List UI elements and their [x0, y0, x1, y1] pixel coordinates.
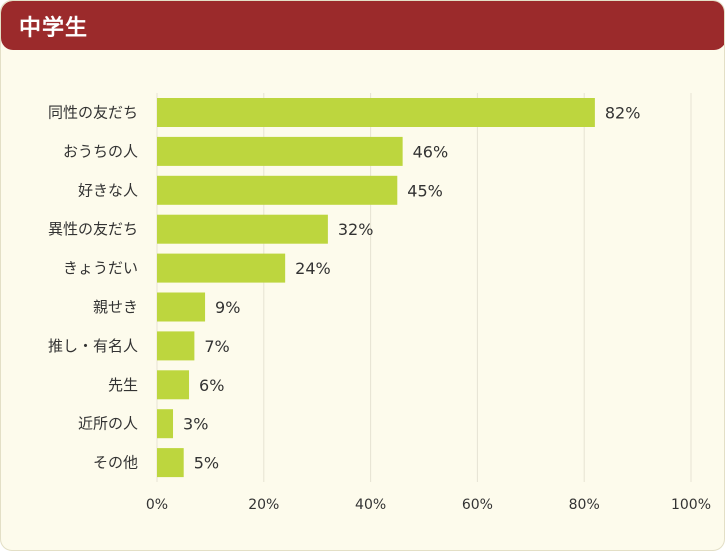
category-label: 先生	[108, 376, 138, 394]
bar	[157, 292, 206, 322]
category-label: おうちの人	[63, 142, 138, 160]
x-tick-label: 40%	[355, 497, 386, 513]
x-tick-label: 60%	[462, 497, 493, 513]
bar	[157, 370, 190, 400]
bar	[157, 331, 195, 361]
x-tick-label: 100%	[671, 497, 711, 513]
x-tick-label: 0%	[146, 497, 168, 513]
value-label: 9%	[215, 298, 240, 317]
category-label: きょうだい	[63, 259, 138, 277]
bar	[157, 136, 403, 166]
bar	[157, 448, 184, 478]
value-label: 24%	[295, 259, 331, 278]
category-label: 近所の人	[78, 415, 138, 433]
value-label: 3%	[183, 415, 208, 434]
x-tick-label: 80%	[569, 497, 600, 513]
page-title: 中学生	[19, 16, 89, 41]
value-label: 46%	[413, 142, 449, 161]
header-bar: 中学生	[1, 1, 724, 50]
category-label: 推し・有名人	[48, 337, 138, 355]
category-label: 好きな人	[78, 181, 138, 199]
category-label: その他	[93, 454, 138, 472]
bar	[157, 175, 398, 205]
value-label: 6%	[199, 376, 224, 395]
x-tick-label: 20%	[248, 497, 279, 513]
value-label: 5%	[194, 454, 219, 473]
bar	[157, 98, 595, 127]
value-label: 82%	[605, 104, 641, 123]
category-label: 異性の友だち	[48, 220, 138, 238]
category-label: 親せき	[93, 298, 138, 316]
value-label: 32%	[338, 220, 374, 239]
bar	[157, 214, 328, 244]
value-label: 7%	[204, 337, 229, 356]
bar	[157, 409, 174, 439]
category-label: 同性の友だち	[48, 104, 138, 122]
bar	[157, 253, 286, 283]
value-label: 45%	[407, 181, 443, 200]
